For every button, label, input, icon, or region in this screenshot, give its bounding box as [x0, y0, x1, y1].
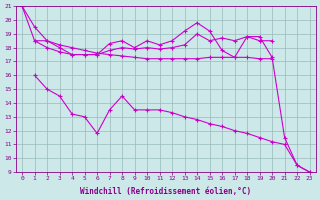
X-axis label: Windchill (Refroidissement éolien,°C): Windchill (Refroidissement éolien,°C)	[80, 187, 252, 196]
